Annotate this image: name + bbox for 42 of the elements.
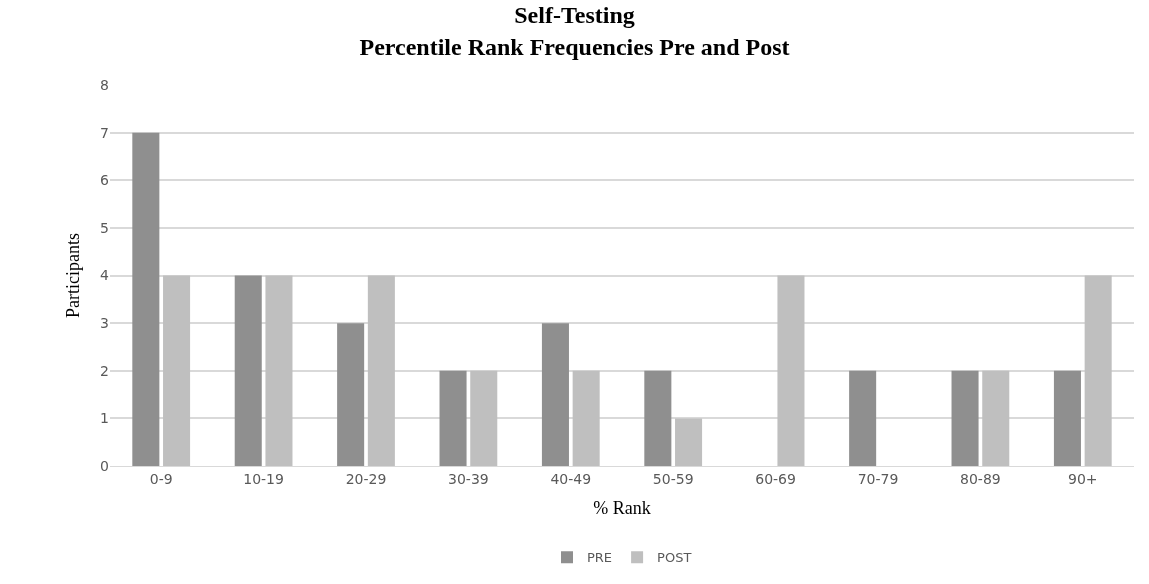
x-tick-label: 50-59 [652, 470, 694, 487]
x-tick-label: 90+ [1068, 470, 1098, 487]
bar [644, 370, 672, 466]
bar [951, 370, 979, 466]
bar [132, 132, 160, 466]
y-tick-label: 3 [100, 315, 109, 332]
bar [337, 323, 365, 466]
bar [982, 370, 1010, 466]
bar [541, 323, 569, 466]
bar [367, 275, 395, 466]
x-tick-label: 20-29 [345, 470, 387, 487]
bar [849, 370, 877, 466]
x-tick-label: 60-69 [755, 470, 796, 487]
chart-title: Self-Testing Percentile Rank Frequencies Pre and Post [359, 2, 790, 60]
legend-label: POST [657, 550, 692, 566]
bar [439, 370, 467, 466]
x-tick-label: 0-9 [149, 470, 173, 487]
bar [163, 275, 191, 466]
x-tick-label: 40-49 [550, 470, 592, 487]
y-tick-label: 4 [100, 267, 110, 284]
bar [675, 418, 703, 466]
x-axis-title: % Rank [593, 497, 651, 518]
bar [572, 370, 600, 466]
y-tick-label: 5 [100, 219, 109, 236]
bar [470, 370, 498, 466]
bar [777, 275, 805, 466]
bar [1053, 370, 1081, 466]
y-tick-label: 2 [100, 362, 109, 379]
legend-label: PRE [587, 550, 613, 566]
x-tick-label: 10-19 [243, 470, 284, 487]
bar [1084, 275, 1112, 466]
y-tick-label: 1 [100, 410, 109, 427]
y-tick-label: 0 [100, 457, 109, 474]
y-axis-title: Participants [63, 233, 84, 318]
x-tick-label: 30-39 [448, 470, 489, 487]
bar [265, 275, 293, 466]
x-tick-label: 70-79 [857, 470, 899, 487]
y-tick-label: 7 [100, 124, 109, 141]
x-tick-label: 80-89 [960, 470, 1001, 487]
y-tick-label: 8 [100, 76, 109, 93]
y-tick-label: 6 [100, 172, 110, 189]
bar [234, 275, 262, 466]
